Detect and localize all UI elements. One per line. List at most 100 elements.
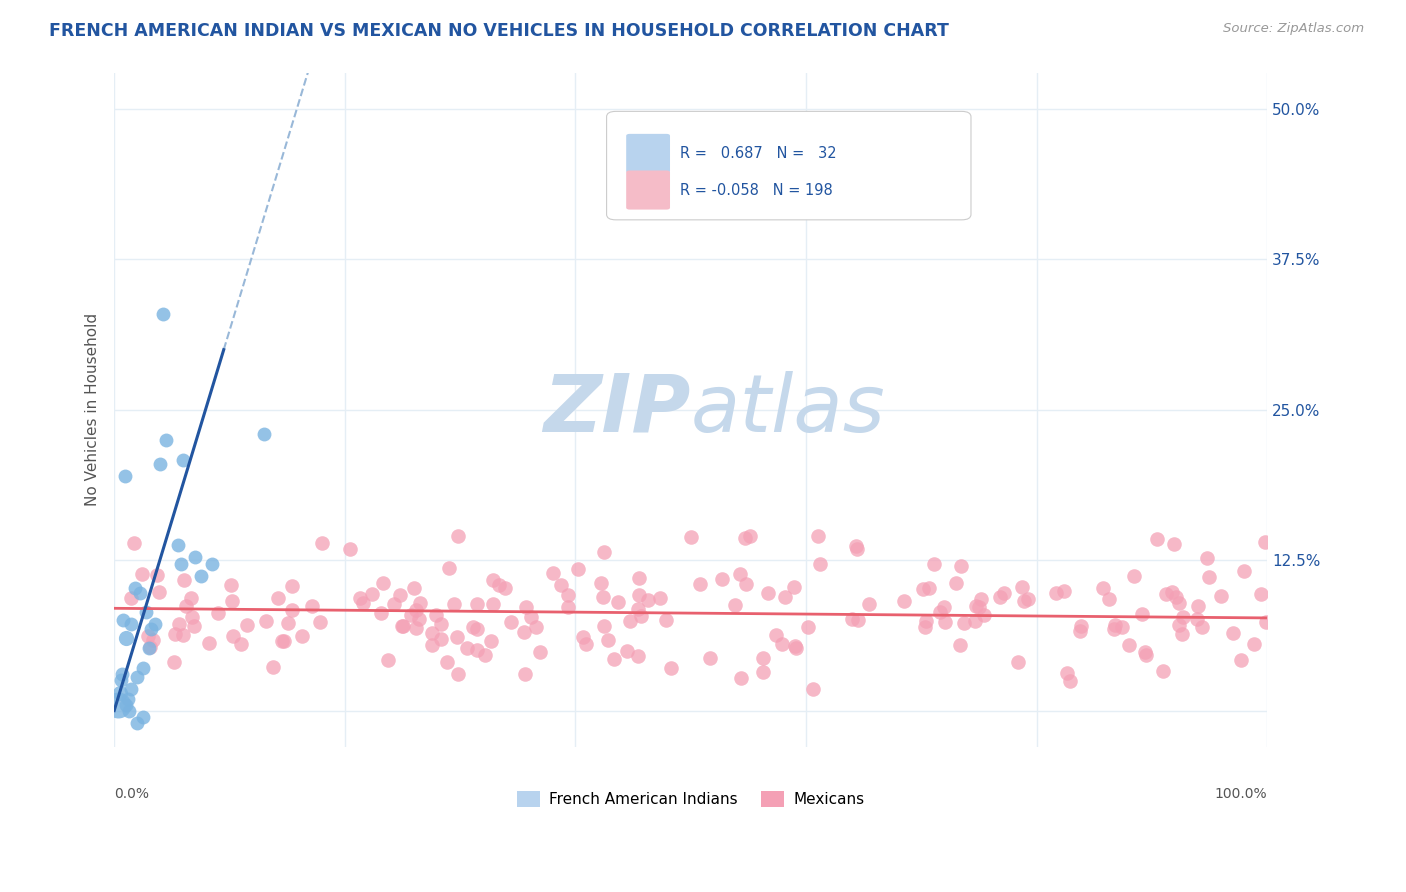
Point <box>918 581 941 595</box>
Point <box>1171 627 1194 641</box>
Point <box>430 632 453 647</box>
Point <box>785 640 807 655</box>
Point <box>132 661 155 675</box>
Point <box>765 628 787 642</box>
Point <box>967 599 990 614</box>
Point <box>738 529 761 543</box>
Point <box>117 691 139 706</box>
Point <box>408 612 430 626</box>
Point <box>207 606 229 620</box>
Point <box>221 593 243 607</box>
Point <box>166 537 188 551</box>
Point <box>114 698 136 712</box>
Point <box>339 542 361 557</box>
Point <box>429 617 451 632</box>
Point <box>148 585 170 599</box>
Text: R = -0.058   N = 198: R = -0.058 N = 198 <box>681 183 834 197</box>
Point <box>273 634 295 648</box>
Point <box>845 540 868 554</box>
Point <box>529 645 551 659</box>
Point <box>180 591 202 605</box>
Text: atlas: atlas <box>690 371 886 449</box>
Point <box>557 599 579 614</box>
Point <box>970 591 993 606</box>
Point <box>773 590 796 604</box>
Point <box>201 557 224 571</box>
Point <box>679 529 702 543</box>
Point <box>659 661 682 675</box>
Point <box>388 588 411 602</box>
Point <box>575 637 598 651</box>
Point <box>474 648 496 662</box>
Point <box>373 576 395 591</box>
Point <box>1118 638 1140 652</box>
Point <box>1171 610 1194 624</box>
Point <box>149 457 172 471</box>
Point <box>1146 532 1168 546</box>
Point <box>648 591 671 606</box>
Point <box>1250 587 1272 601</box>
Point <box>1130 607 1153 621</box>
Point <box>420 626 443 640</box>
Point <box>198 635 221 649</box>
Point <box>465 598 488 612</box>
Point <box>253 426 276 441</box>
FancyBboxPatch shape <box>606 112 972 219</box>
Point <box>1133 645 1156 659</box>
Point <box>420 639 443 653</box>
Point <box>616 644 638 658</box>
Point <box>988 591 1011 605</box>
Point <box>841 611 863 625</box>
Point <box>1123 569 1146 583</box>
Point <box>596 633 619 648</box>
Point <box>436 656 458 670</box>
Point <box>513 624 536 639</box>
Point <box>592 619 614 633</box>
Point <box>360 587 382 601</box>
Point <box>845 542 868 557</box>
Point <box>801 681 824 696</box>
Text: Source: ZipAtlas.com: Source: ZipAtlas.com <box>1223 22 1364 36</box>
Point <box>121 681 143 696</box>
Point <box>949 558 972 573</box>
Point <box>797 619 820 633</box>
Point <box>392 619 415 633</box>
Point <box>1097 592 1119 607</box>
Point <box>114 469 136 483</box>
Point <box>557 588 579 602</box>
Point <box>1152 664 1174 678</box>
Point <box>1254 534 1277 549</box>
Point <box>231 637 253 651</box>
Point <box>409 596 432 610</box>
Point <box>270 634 292 648</box>
Point <box>167 616 190 631</box>
Point <box>127 670 149 684</box>
Point <box>1017 591 1039 606</box>
Point <box>912 582 935 596</box>
Point <box>783 580 806 594</box>
Point <box>752 651 775 665</box>
Point <box>1166 590 1188 604</box>
Point <box>405 621 427 635</box>
Point <box>172 628 194 642</box>
Point <box>256 614 278 628</box>
Point <box>184 549 207 564</box>
Point <box>1045 586 1067 600</box>
Point <box>689 577 711 591</box>
Point <box>138 640 160 655</box>
Point <box>370 606 392 620</box>
Point <box>120 591 142 605</box>
Point <box>146 568 169 582</box>
Point <box>783 639 806 653</box>
Point <box>963 615 986 629</box>
Text: 0.0%: 0.0% <box>114 787 149 801</box>
Point <box>447 667 470 681</box>
Point <box>807 529 830 543</box>
Point <box>603 651 626 665</box>
Point <box>1056 665 1078 680</box>
Point <box>479 633 502 648</box>
Point <box>308 615 330 629</box>
Point <box>124 581 146 595</box>
Point <box>1111 620 1133 634</box>
Point <box>291 630 314 644</box>
